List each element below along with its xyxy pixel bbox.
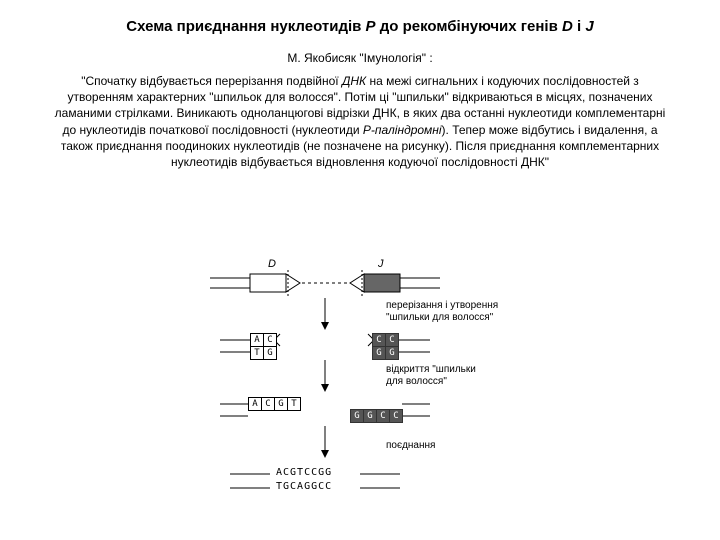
title-pre: Схема приєднання нуклеотидів (126, 18, 365, 35)
step1b: "шпильки для волосся" (386, 312, 493, 323)
nt-box: G (363, 409, 377, 423)
step2b: для волосся" (386, 376, 447, 387)
nt-box: C (261, 397, 275, 411)
body-paragraph: "Спочатку відбувається перерізання подві… (0, 73, 720, 170)
nt-box: C (376, 409, 390, 423)
diagram: D J (210, 260, 550, 530)
nt-box: G (274, 397, 288, 411)
nt-box: T (250, 346, 264, 360)
nt-box: G (263, 346, 277, 360)
step1a: перерізання і утворення (386, 300, 498, 311)
title-mid: до рекомбінуючих генів (376, 18, 562, 35)
nt-box: G (350, 409, 364, 423)
seq-top: ACGTCCGG (276, 467, 332, 478)
seq-bot: TGCAGGCC (276, 481, 332, 492)
author-line: М. Якобисяк "Імунологія" : (0, 51, 720, 65)
nt-box: T (287, 397, 301, 411)
step2-label: відкриття "шпильки для волосся" (386, 364, 476, 388)
diagram-svg (210, 260, 550, 530)
nt-box: C (263, 333, 277, 347)
nt-box: A (250, 333, 264, 347)
step1-label: перерізання і утворення "шпильки для вол… (386, 300, 498, 324)
title-p: P (366, 18, 376, 35)
para-pal: P-паліндромні (363, 123, 442, 137)
nt-box: C (372, 333, 386, 347)
title-j: J (585, 18, 593, 35)
nt-box: C (385, 333, 399, 347)
step2a: відкриття "шпильки (386, 364, 476, 375)
page-title: Схема приєднання нуклеотидів P до рекомб… (0, 0, 720, 41)
nt-box: C (389, 409, 403, 423)
step3-label: поєднання (386, 440, 435, 452)
title-d: D (562, 18, 573, 35)
nt-box: A (248, 397, 262, 411)
para-a: "Спочатку відбувається перерізання подві… (81, 74, 342, 88)
nt-box: G (385, 346, 399, 360)
nt-box: G (372, 346, 386, 360)
para-dna: ДНК (342, 74, 366, 88)
title-and: і (573, 18, 586, 35)
